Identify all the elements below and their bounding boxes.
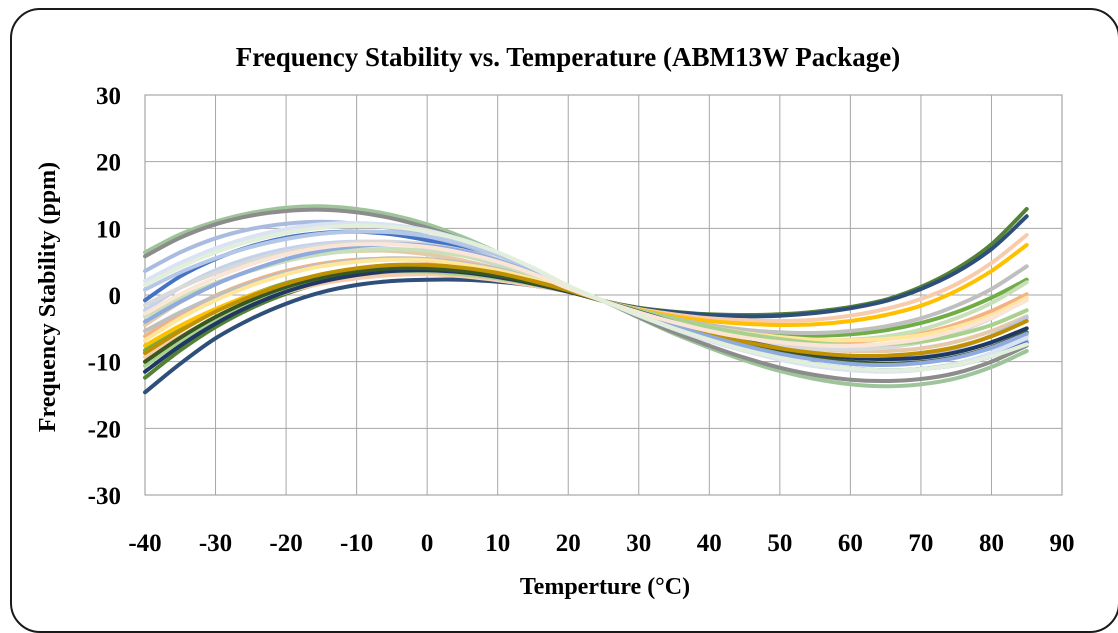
y-tick-label: 10	[96, 216, 121, 243]
x-axis-label: Temperture (°C)	[520, 574, 690, 600]
x-tick-label: 90	[1050, 530, 1075, 557]
y-tick-label: -10	[88, 350, 121, 377]
x-tick-label: 40	[697, 530, 722, 557]
x-tick-label: 10	[485, 530, 510, 557]
x-tick-label: -30	[199, 530, 232, 557]
x-tick-label: 0	[421, 530, 434, 557]
series-line-25	[143, 223, 1029, 373]
x-tick-label: -40	[128, 530, 161, 557]
x-tick-label: 30	[626, 530, 651, 557]
y-axis-label: Frequency Stability (ppm)	[35, 162, 61, 432]
x-tick-label: 70	[908, 530, 933, 557]
y-tick-label: 0	[109, 283, 122, 310]
x-tick-label: 80	[979, 530, 1004, 557]
y-tick-label: 30	[96, 83, 121, 110]
y-tick-label: 20	[96, 150, 121, 177]
y-tick-labels: 30 20 10 0 -10 -20 -30	[88, 83, 121, 510]
x-tick-label: -10	[340, 530, 373, 557]
y-tick-label: -20	[88, 416, 121, 443]
series-layer	[143, 204, 1029, 395]
grid	[144, 94, 1063, 496]
x-tick-label: 60	[838, 530, 863, 557]
x-tick-label: 20	[556, 530, 581, 557]
chart-title: Frequency Stability vs. Temperature (ABM…	[236, 42, 900, 72]
x-tick-label: 50	[767, 530, 792, 557]
y-tick-label: -30	[88, 483, 121, 510]
x-tick-labels: -40 -30 -20 -10 0 10 20 30 40 50 60 70 80 90	[128, 530, 1074, 557]
x-tick-label: -20	[269, 530, 302, 557]
